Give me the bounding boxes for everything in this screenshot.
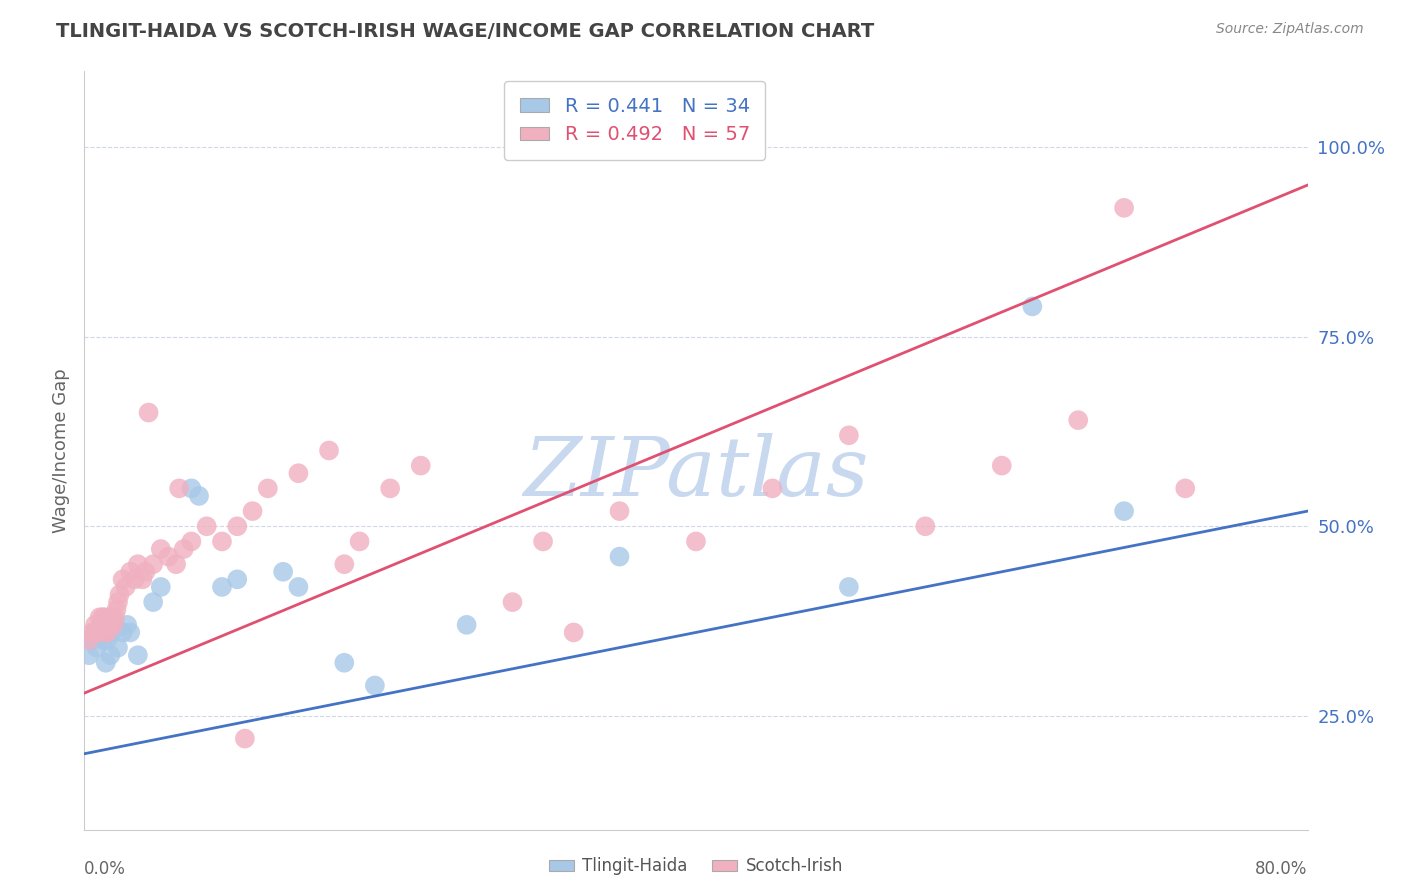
Point [211,580,233,594]
Point [120,625,142,640]
Point [105,603,128,617]
Point [84,617,107,632]
Point [1174,482,1197,496]
Text: 0.0%: 0.0% [84,860,127,878]
Point [562,625,585,640]
Point [167,482,190,496]
Point [111,573,134,587]
Point [142,595,165,609]
Point [609,504,631,518]
Point [89,610,111,624]
Point [93,625,115,640]
Point [333,557,356,572]
Point [226,519,249,533]
Text: 80.0%: 80.0% [1256,860,1308,878]
Point [914,519,936,533]
Point [94,656,117,670]
Point [318,443,340,458]
Point [107,595,129,609]
Point [90,617,112,632]
Point [838,428,860,442]
Point [97,610,120,624]
Point [127,557,149,572]
Point [124,573,146,587]
Point [93,610,115,624]
Point [271,565,294,579]
Point [101,610,124,624]
Point [149,580,172,594]
Point [135,565,157,579]
Point [107,640,129,655]
Point [80,625,103,640]
Point [180,482,202,496]
Point [101,625,124,640]
Point [127,648,149,662]
Point [165,557,187,572]
Point [211,534,233,549]
Point [77,633,100,648]
Point [91,633,114,648]
Point [90,617,112,632]
Point [94,617,117,632]
Point [531,534,554,549]
Point [80,633,103,648]
Point [86,640,108,655]
Point [157,549,180,564]
Point [287,580,309,594]
Point [1021,300,1043,314]
Point [86,625,108,640]
Point [98,617,121,632]
Point [364,679,387,693]
Text: Source: ZipAtlas.com: Source: ZipAtlas.com [1216,22,1364,37]
Point [609,549,631,564]
Point [142,557,165,572]
Point [761,482,783,496]
Point [104,617,127,632]
Point [257,482,280,496]
Point [180,534,202,549]
Point [104,610,127,624]
Point [226,573,249,587]
Point [120,565,142,579]
Point [502,595,524,609]
Point [349,534,371,549]
Point [242,504,264,518]
Point [89,625,111,640]
Legend: Tlingit-Haida, Scotch-Irish: Tlingit-Haida, Scotch-Irish [543,851,849,882]
Point [173,541,195,557]
Point [1067,413,1090,427]
Point [84,625,107,640]
Point [96,625,118,640]
Point [149,541,172,557]
Point [114,580,136,594]
Point [77,648,100,662]
Text: ZIPatlas: ZIPatlas [523,434,869,513]
Point [685,534,707,549]
Text: TLINGIT-HAIDA VS SCOTCH-IRISH WAGE/INCOME GAP CORRELATION CHART: TLINGIT-HAIDA VS SCOTCH-IRISH WAGE/INCOM… [56,22,875,41]
Point [115,617,138,632]
Point [838,580,860,594]
Point [97,625,120,640]
Point [111,625,134,640]
Point [380,482,402,496]
Point [233,731,256,746]
Point [333,656,356,670]
Point [98,648,121,662]
Point [138,405,160,420]
Point [1114,201,1136,215]
Point [188,489,211,503]
Point [195,519,218,533]
Point [409,458,432,473]
Point [456,617,478,632]
Point [287,466,309,480]
Point [991,458,1014,473]
Y-axis label: Wage/Income Gap: Wage/Income Gap [52,368,70,533]
Point [91,610,114,624]
Point [1114,504,1136,518]
Point [103,617,125,632]
Point [131,573,153,587]
Point [108,588,131,602]
Point [96,633,118,648]
